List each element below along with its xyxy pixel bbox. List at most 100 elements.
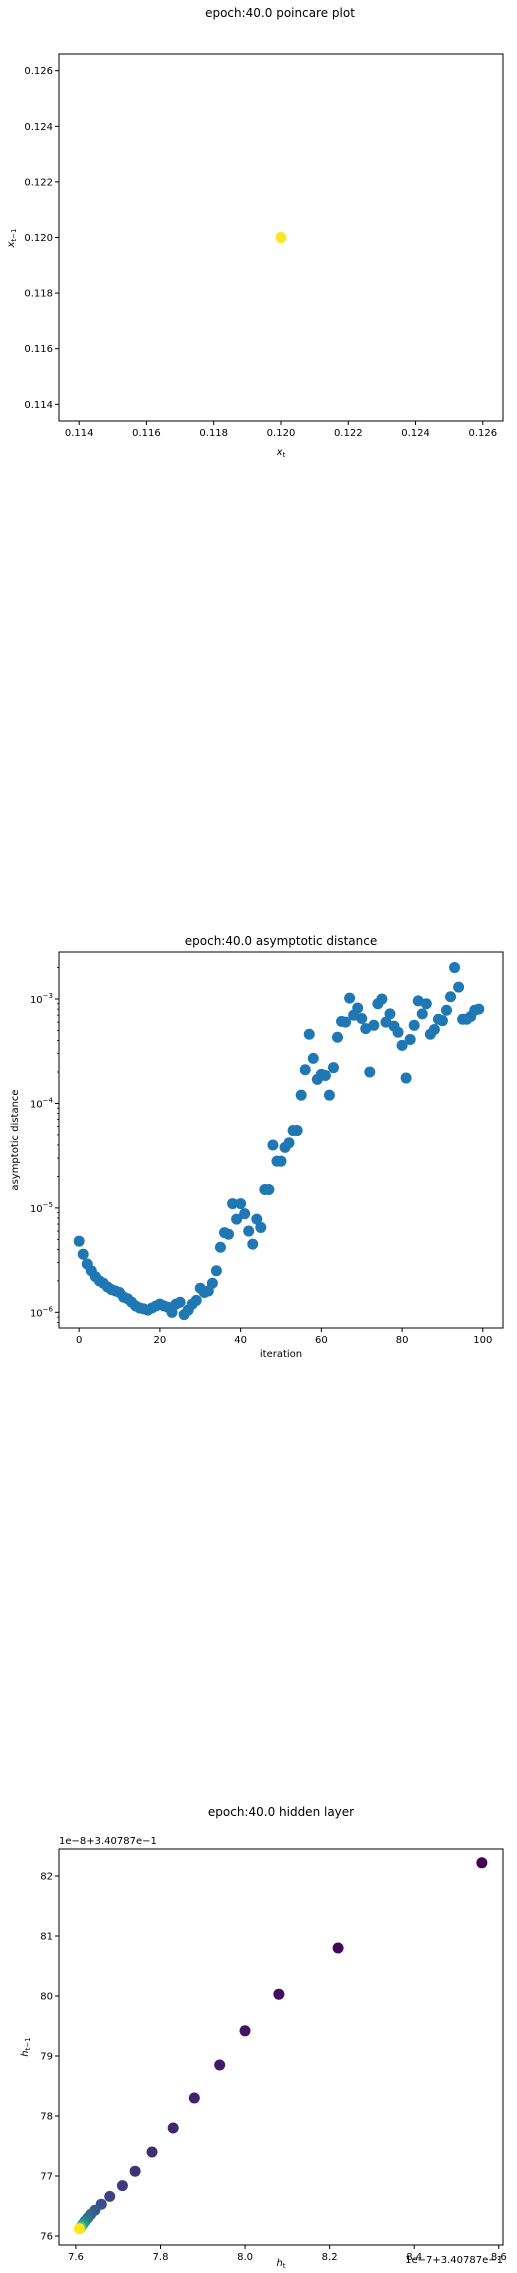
y-tick-label: 0.120 <box>24 233 53 244</box>
data-point <box>214 1241 226 1253</box>
x-tick-label: 80 <box>396 1335 409 1346</box>
data-point <box>400 1072 412 1084</box>
hidden-layer-ticks: 7.6 7.8 8.0 8.2 8.4 8.6 76 77 78 79 80 81 82 <box>40 1872 506 2264</box>
data-point <box>352 1002 364 1014</box>
data-point <box>332 1942 344 1954</box>
data-point <box>295 1089 307 1101</box>
y-tick-label: 0.124 <box>24 122 53 133</box>
data-point <box>420 998 432 1010</box>
poincare-plot-ylabel: xt−1 <box>6 229 18 249</box>
data-point <box>364 1066 376 1078</box>
poincare-plot-points <box>275 232 287 243</box>
poincare-plot-title: epoch:40.0 poincare plot <box>205 6 355 20</box>
x-tick-label: 8.0 <box>237 2252 253 2263</box>
x-tick-label: 8.2 <box>322 2252 338 2263</box>
data-point <box>376 993 388 1005</box>
y-tick-label: 77 <box>40 2172 53 2183</box>
data-point <box>275 1155 287 1167</box>
data-point <box>275 232 287 243</box>
y-tick-label: 10−3 <box>30 992 53 1006</box>
hidden-layer-title: epoch:40.0 hidden layer <box>208 1805 354 1819</box>
data-point <box>166 1306 178 1318</box>
x-tick-label: 0 <box>76 1335 82 1346</box>
hidden-layer-ylabel: ht−1 <box>20 2037 32 2056</box>
data-point <box>307 1052 319 1064</box>
data-point <box>247 1238 259 1250</box>
asymptotic-distance-ylabel: asymptotic distance <box>10 1089 21 1190</box>
asymptotic-distance-axes-frame <box>58 951 504 1329</box>
data-point <box>116 2180 128 2192</box>
data-point <box>319 1070 331 1082</box>
data-point <box>190 1294 202 1306</box>
asymptotic-distance-chart: epoch:40.0 asymptotic distance 0 20 40 60 80… <box>10 934 504 1360</box>
data-point <box>73 1235 85 1247</box>
data-point <box>368 1019 380 1031</box>
x-tick-label: 0.114 <box>65 428 94 439</box>
y-tick-label: 0.122 <box>24 177 53 188</box>
y-tick-label: 0.126 <box>24 66 53 77</box>
data-point <box>384 1008 396 1020</box>
data-point <box>239 2025 251 2037</box>
data-point <box>404 1033 416 1045</box>
asymptotic-distance-points <box>73 962 485 1321</box>
data-point <box>416 1008 428 1020</box>
data-point <box>332 1031 344 1043</box>
poincare-plot-ticks: 0.114 0.116 0.118 0.120 0.122 0.124 0.126 0.114… <box>24 66 497 439</box>
data-point <box>231 1213 243 1225</box>
data-point <box>273 1988 285 2000</box>
x-tick-label: 60 <box>315 1335 328 1346</box>
x-tick-label: 7.8 <box>153 2252 169 2263</box>
x-tick-label: 40 <box>234 1335 247 1346</box>
data-point <box>104 2190 116 2202</box>
data-point <box>227 1198 239 1210</box>
hidden-layer-chart: epoch:40.0 hidden layer 1e−8+3.40787e−1 … <box>20 1805 507 2270</box>
y-tick-label: 0.116 <box>24 344 53 355</box>
data-point <box>251 1213 263 1225</box>
y-tick-label: 76 <box>40 2232 53 2243</box>
data-point <box>392 1026 404 1038</box>
poincare-plot-chart: epoch:40.0 poincare plot 0.114 0.116 0.118… <box>6 6 504 459</box>
asymptotic-distance-ticks: 0 20 40 60 80 100 10−6 10−5 10−4 10−3 <box>30 967 492 1346</box>
data-point <box>214 2059 226 2071</box>
hidden-layer-y-offset: 1e−8+3.40787e−1 <box>59 1836 157 1847</box>
hidden-layer-points <box>73 1857 488 2235</box>
y-tick-label: 81 <box>40 1932 53 1943</box>
data-point <box>340 1016 352 1028</box>
asymptotic-distance-xlabel: iteration <box>260 1349 302 1360</box>
y-tick-label: 10−5 <box>30 1201 53 1215</box>
data-point <box>476 1857 488 1869</box>
y-tick-label: 79 <box>40 2052 53 2063</box>
data-point <box>188 2092 200 2104</box>
data-point <box>453 981 465 993</box>
data-point <box>436 1015 448 1027</box>
poincare-plot-xlabel: xt <box>276 447 286 459</box>
data-point <box>445 991 457 1003</box>
data-point <box>146 2146 158 2158</box>
data-point <box>428 1024 440 1036</box>
data-point <box>206 1277 218 1289</box>
y-tick-label: 82 <box>40 1872 53 1883</box>
data-point <box>408 1019 420 1031</box>
y-tick-label: 78 <box>40 2112 53 2123</box>
x-tick-label: 8.6 <box>491 2252 507 2263</box>
data-point <box>396 1039 408 1051</box>
x-tick-label: 100 <box>473 1335 492 1346</box>
x-tick-label: 8.4 <box>406 2252 422 2263</box>
data-point <box>344 992 356 1004</box>
data-point <box>223 1228 235 1240</box>
hidden-layer-axes-frame <box>58 1848 504 2246</box>
hidden-layer-xlabel: ht <box>276 2258 285 2269</box>
y-tick-label: 80 <box>40 1992 53 2003</box>
y-tick-label: 10−4 <box>30 1096 54 1110</box>
y-tick-label: 0.118 <box>24 289 53 300</box>
data-point <box>210 1265 222 1277</box>
data-point <box>449 962 461 974</box>
x-tick-label: 0.124 <box>401 428 430 439</box>
x-tick-label: 0.116 <box>132 428 161 439</box>
data-point <box>291 1125 303 1137</box>
data-point <box>263 1183 275 1195</box>
data-point <box>239 1208 251 1220</box>
data-point <box>440 1004 452 1016</box>
data-point <box>327 1062 339 1074</box>
x-tick-label: 0.122 <box>334 428 363 439</box>
